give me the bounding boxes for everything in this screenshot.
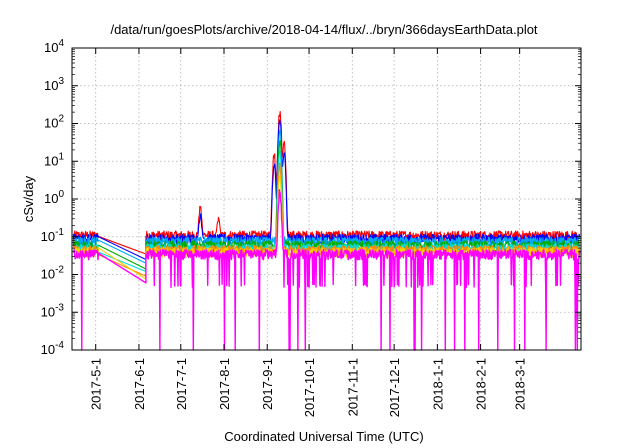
- x-tick-label: 2018-1-1: [430, 358, 445, 410]
- y-tick-label: 104: [44, 38, 64, 55]
- x-tick-label: 2017-9-1: [260, 358, 275, 410]
- x-tick-label: 2017-7-1: [174, 358, 189, 410]
- series-line: [73, 189, 581, 351]
- x-tick-label: 2018-3-1: [513, 358, 528, 410]
- x-tick-label: 2017-5-1: [89, 358, 104, 410]
- x-axis-label: Coordinated Universal Time (UTC): [224, 429, 423, 444]
- x-tick-label: 2017-11-1: [345, 358, 360, 416]
- y-tick-label: 102: [44, 114, 64, 131]
- y-axis-label: cSv/day: [21, 175, 36, 222]
- x-tick-label: 2017-8-1: [217, 358, 232, 410]
- y-tick-label: 101: [44, 151, 64, 168]
- y-tick-label: 103: [44, 76, 64, 93]
- y-tick-label: 10-2: [41, 265, 65, 282]
- y-tick-labels: 10-4 10-3 10-2 10-1 100 101 102 103 104: [41, 38, 65, 357]
- x-tick-label: 2017-10-1: [302, 358, 317, 417]
- y-tick-label: 10-1: [41, 227, 65, 244]
- y-tick-label: 100: [44, 189, 64, 206]
- series-layer: [72, 111, 581, 351]
- y-tick-label: 10-3: [41, 302, 65, 319]
- y-tick-label: 10-4: [41, 340, 65, 357]
- chart-title: /data/run/goesPlots/archive/2018-04-14/f…: [110, 22, 537, 37]
- series-line: [72, 174, 581, 280]
- x-tick-label: 2018-2-1: [474, 358, 489, 410]
- tick-marks: [72, 47, 581, 351]
- series-line: [72, 111, 581, 255]
- x-tick-labels: 2017-5-1 2017-6-1 2017-7-1 2017-8-1 2017-9-1…: [89, 358, 528, 417]
- gridlines: [72, 48, 581, 350]
- x-tick-label: 2017-12-1: [387, 358, 402, 417]
- x-tick-label: 2017-6-1: [132, 358, 147, 410]
